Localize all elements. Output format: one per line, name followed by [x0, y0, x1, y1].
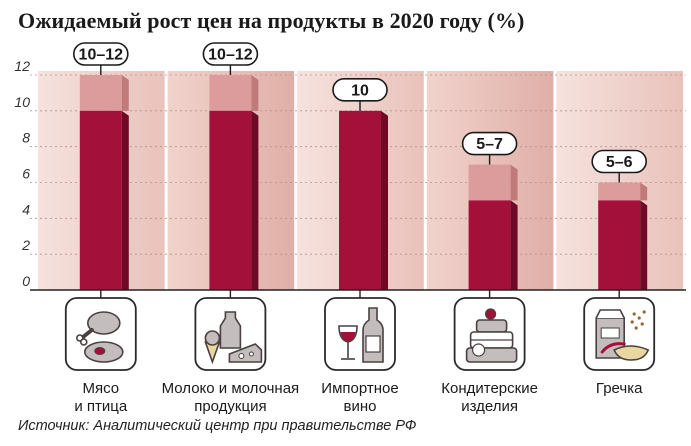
y-tick-label: 2	[21, 237, 30, 253]
category-label: изделия	[461, 398, 518, 415]
bar-range-segment	[468, 164, 511, 201]
bar-base-side	[381, 110, 388, 290]
category-label: продукция	[194, 398, 266, 415]
bar-range-segment	[79, 75, 122, 111]
bar-range-segment	[209, 75, 252, 111]
data-label: 10–12	[208, 47, 253, 64]
category-label: Молоко и молочная	[162, 380, 300, 397]
dairy-icon	[204, 311, 263, 365]
category-label: и птица	[74, 398, 128, 415]
data-label: 5–6	[606, 154, 633, 171]
buckwheat-icon	[595, 309, 650, 361]
data-label: 5–7	[476, 136, 503, 153]
icon-frame	[324, 297, 396, 371]
bar-range-side	[640, 182, 648, 201]
bar-base-side	[251, 110, 259, 290]
category-label: Гречка	[596, 380, 643, 397]
cake-icon	[465, 308, 518, 363]
bar-base-side	[510, 200, 518, 290]
category-label: Мясо	[82, 380, 119, 397]
bar-range-side	[510, 164, 518, 201]
chart-title: Ожидаемый рост цен на продукты в 2020 го…	[18, 8, 525, 33]
bar-base-side	[121, 110, 129, 290]
data-label: 10–12	[79, 47, 124, 64]
bar-base-side	[640, 200, 648, 290]
category-label: Импортное	[321, 380, 398, 397]
bar-base-segment	[339, 110, 381, 290]
y-tick-label: 6	[22, 166, 30, 182]
data-label: 10	[351, 82, 369, 99]
bar-range-side	[121, 75, 129, 111]
category-label: Кондитерские	[441, 380, 538, 397]
bar-base-segment	[468, 200, 511, 290]
source-note: Источник: Аналитический центр при правит…	[18, 418, 417, 434]
y-tick-label: 4	[22, 201, 30, 217]
bar-base-segment	[79, 110, 122, 290]
category-label: вино	[344, 398, 377, 415]
bar-range-side	[251, 75, 259, 111]
bar-range-segment	[598, 182, 641, 201]
y-tick-label: 0	[22, 273, 30, 289]
wine-icon	[338, 307, 384, 363]
bar-base-segment	[598, 200, 641, 290]
bar-base-segment	[209, 110, 252, 290]
y-tick-label: 10	[14, 94, 30, 110]
y-tick-label: 8	[22, 130, 30, 146]
y-tick-label: 12	[14, 58, 30, 74]
meat-icon	[76, 311, 124, 363]
